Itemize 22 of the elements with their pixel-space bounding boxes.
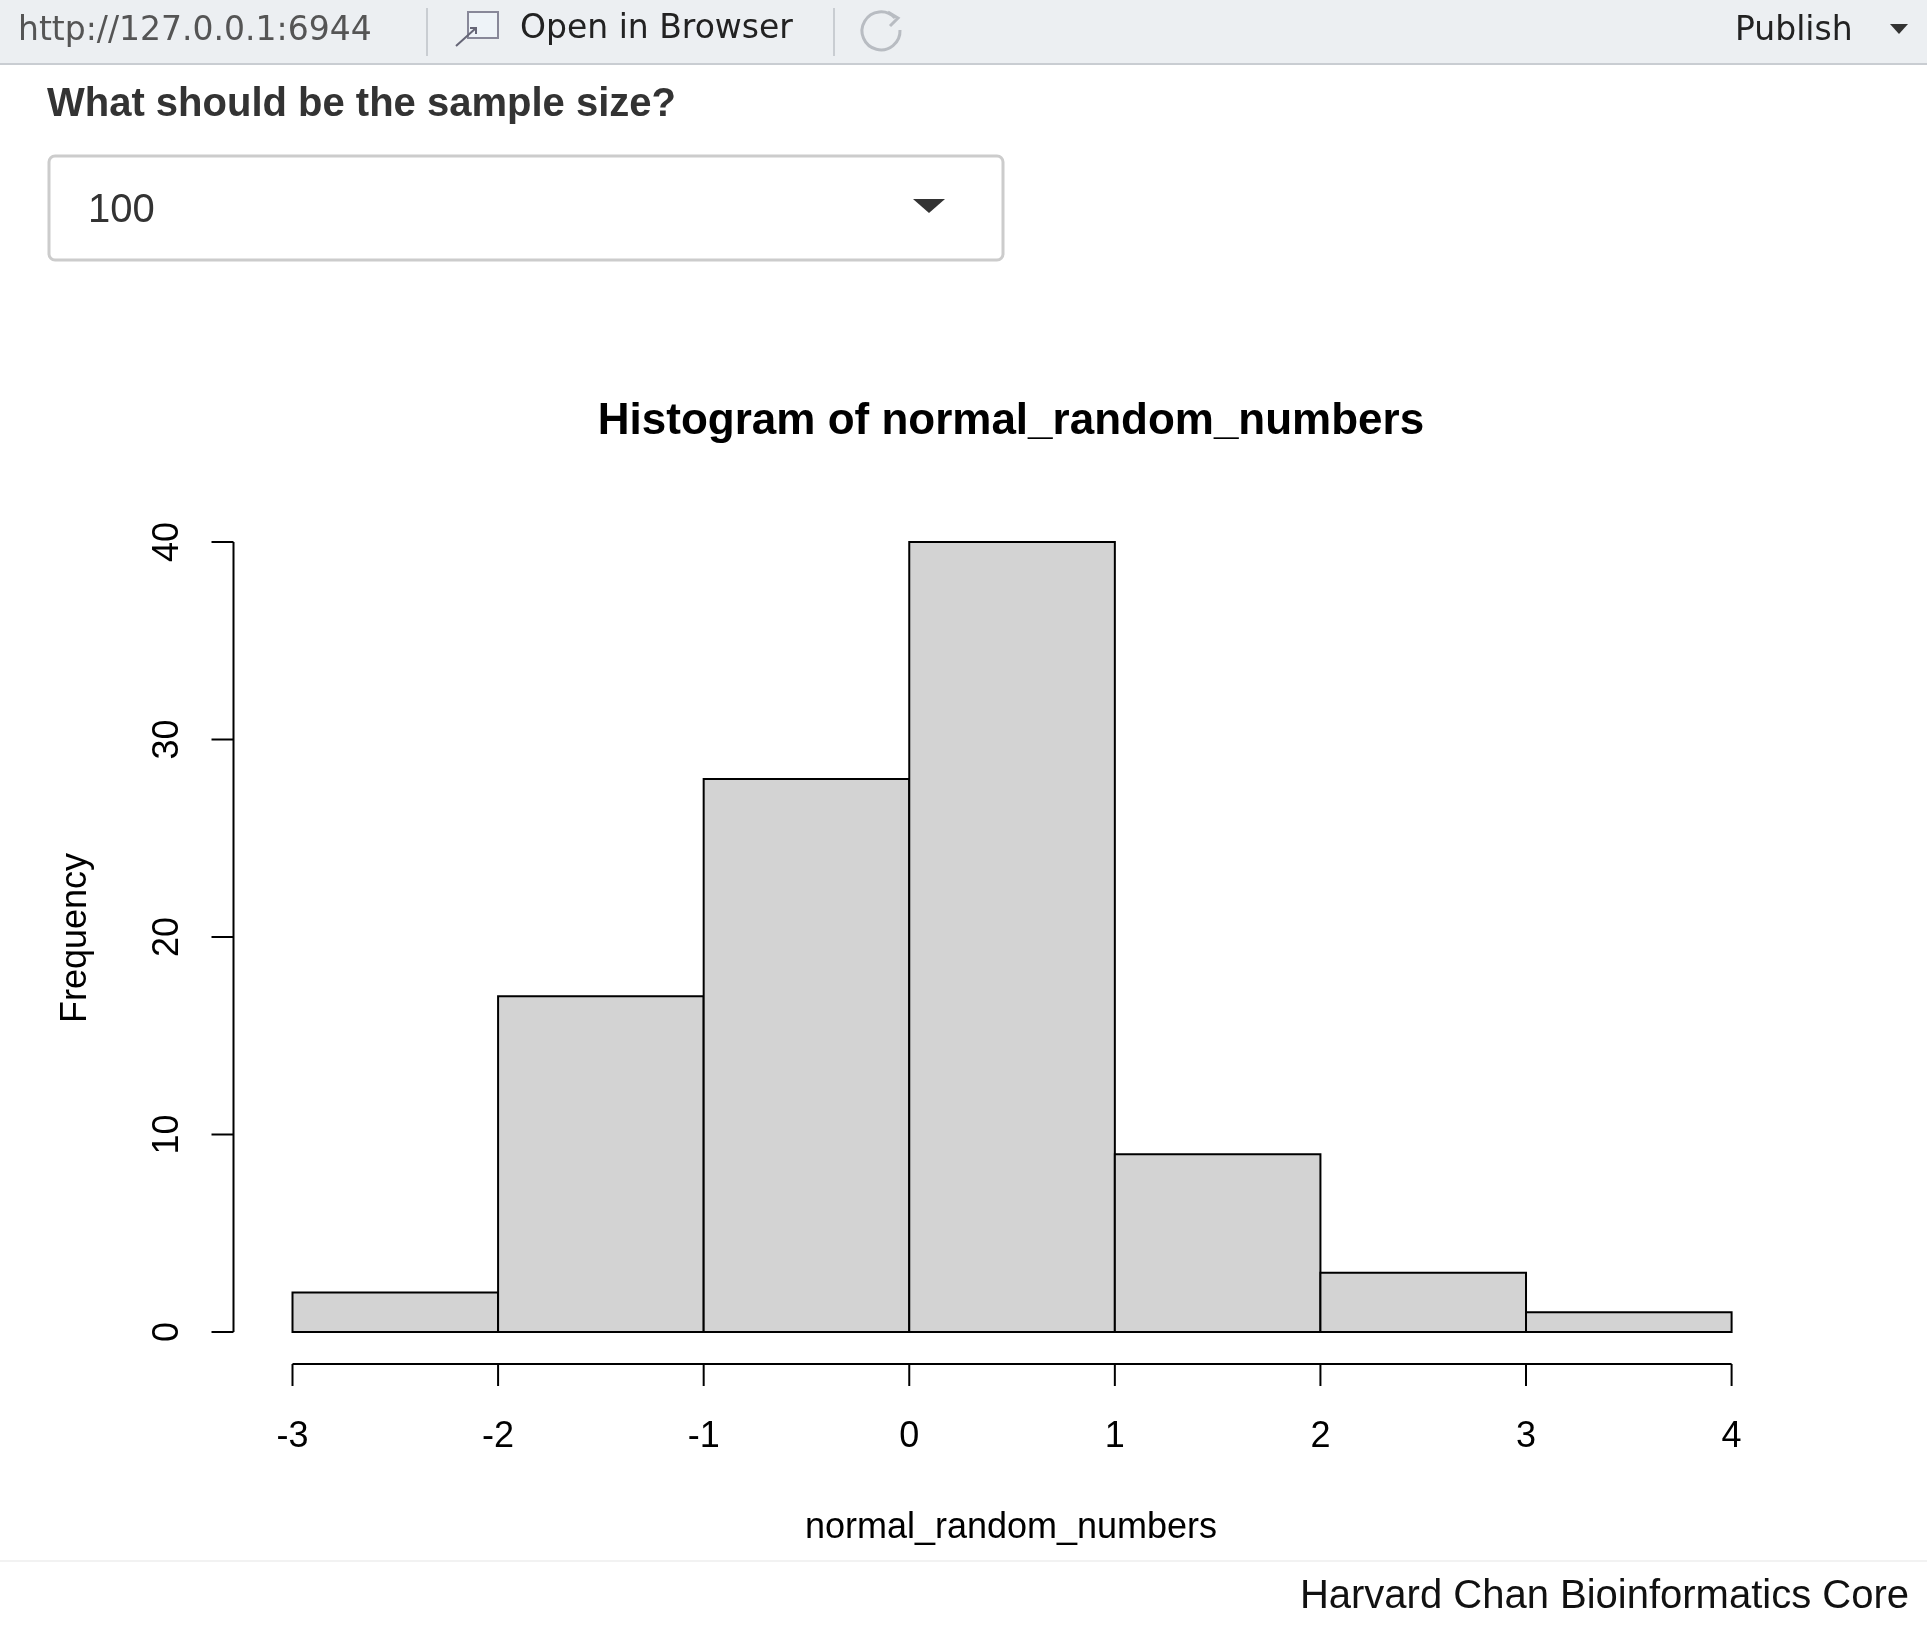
y-tick-label: 20 xyxy=(145,916,186,958)
text: 100 xyxy=(88,186,155,230)
y-tick-label: 30 xyxy=(145,719,186,760)
y-axis-title: Frequency xyxy=(53,852,94,1024)
text: http://127.0.0.1:6944 xyxy=(18,9,372,48)
x-tick-label: -2 xyxy=(482,1414,515,1455)
text: Open in Browser xyxy=(520,7,794,46)
x-tick-label: 2 xyxy=(1310,1414,1331,1455)
x-axis-title: normal_random_numbers xyxy=(804,1505,1218,1546)
x-tick-label: 3 xyxy=(1516,1414,1537,1455)
chart-title: Histogram of normal_random_numbers xyxy=(597,394,1425,443)
x-tick-label: 4 xyxy=(1721,1414,1742,1455)
y-tick-label: 0 xyxy=(145,1321,186,1343)
y-tick-label: 40 xyxy=(145,521,186,563)
x-tick-label: 1 xyxy=(1104,1414,1125,1455)
x-tick-label: -1 xyxy=(687,1414,720,1455)
x-tick-label: -3 xyxy=(276,1414,309,1455)
text: Harvard Chan Bioinformatics Core xyxy=(1299,1572,1909,1616)
text: Publish xyxy=(1735,9,1853,48)
text: What should be the sample size? xyxy=(47,80,676,124)
y-tick-label: 10 xyxy=(145,1114,186,1155)
x-tick-label: 0 xyxy=(899,1414,920,1455)
